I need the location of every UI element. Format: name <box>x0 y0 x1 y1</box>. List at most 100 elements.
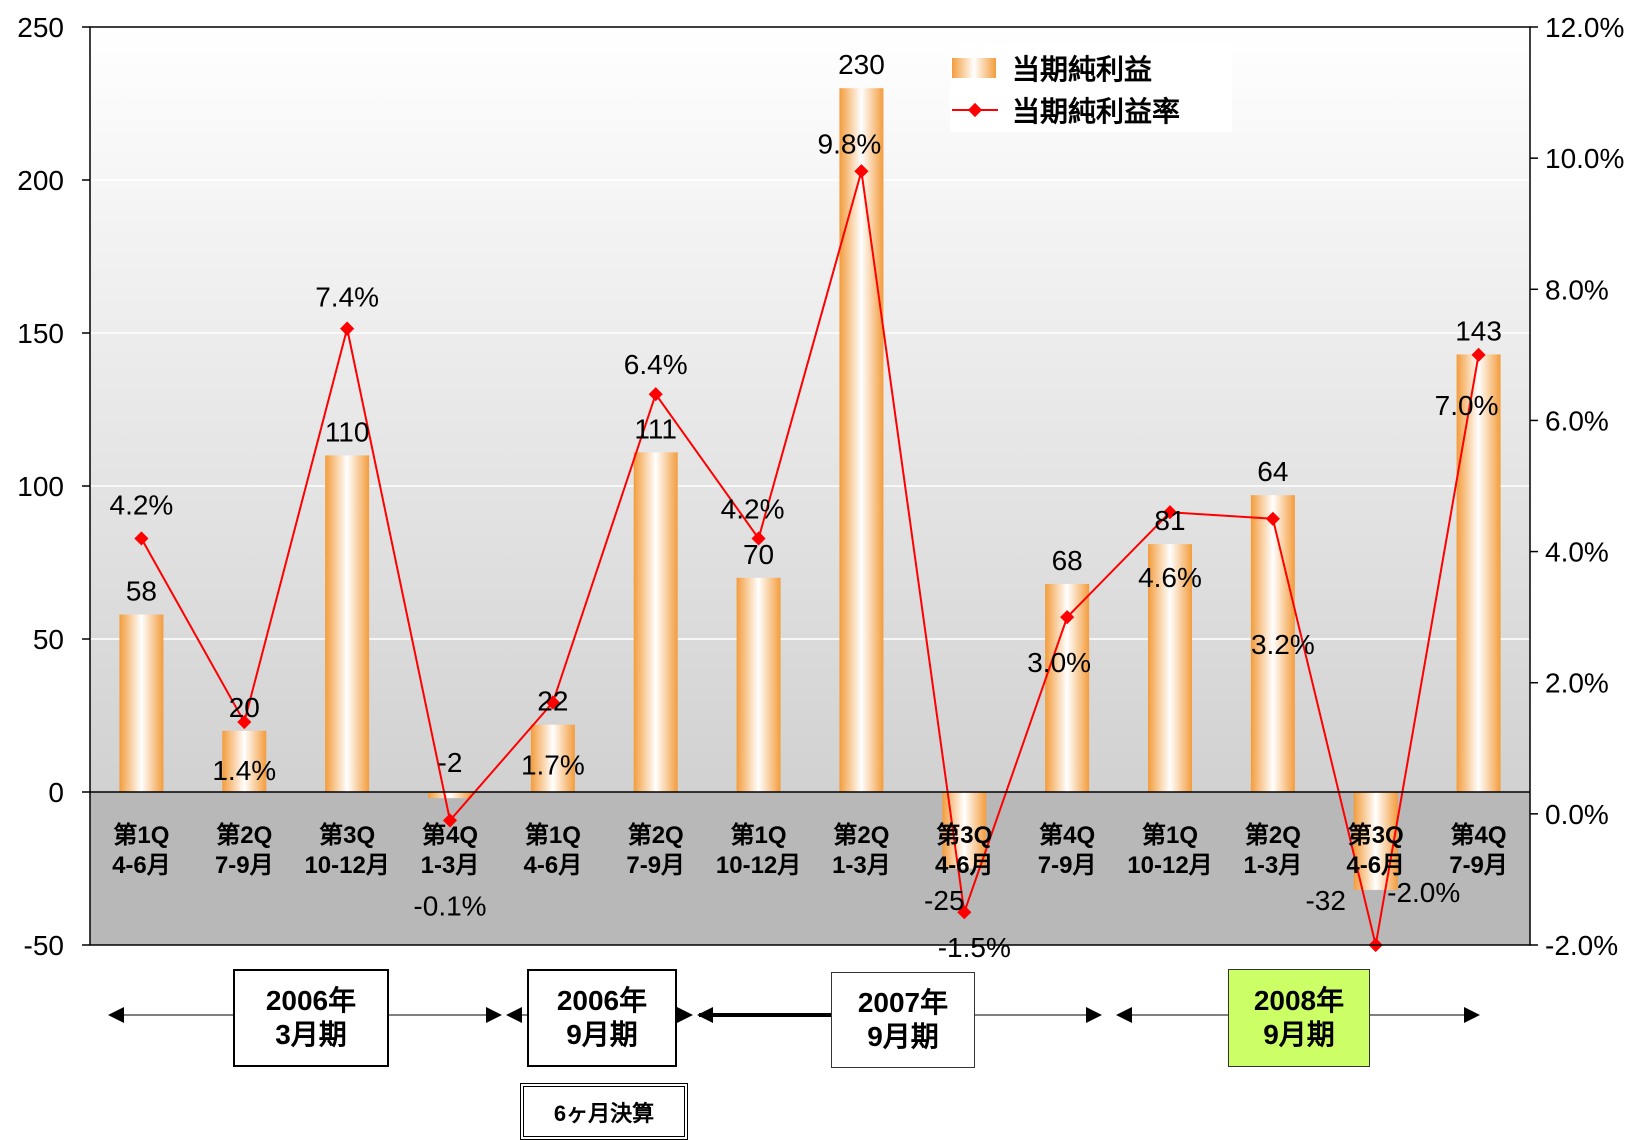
bar-value-label: 81 <box>1154 505 1185 536</box>
category-month-label: 10-12月 <box>304 852 389 879</box>
category-quarter-label: 第3Q <box>1348 821 1404 849</box>
right-axis-tick-label: 8.0% <box>1545 274 1609 305</box>
bar <box>530 724 575 792</box>
rate-marker <box>237 714 252 730</box>
rate-value-label: 4.2% <box>110 489 174 520</box>
left-axis-tick-label: -50 <box>24 930 64 961</box>
legend-item-bar: 当期純利益 <box>950 48 1152 88</box>
left-axis-tick-label: 50 <box>33 624 64 655</box>
rate-value-label: -2.0% <box>1387 877 1460 908</box>
rate-marker <box>751 531 766 546</box>
period-arrows <box>108 1007 1480 1023</box>
category-quarter-label: 第2Q <box>1245 821 1301 849</box>
category-quarter-label: 第3Q <box>319 821 375 849</box>
rate-marker <box>1471 347 1486 362</box>
category-quarter-label: 第1Q <box>525 821 581 849</box>
rate-marker <box>442 813 458 828</box>
rate-value-label: 6.4% <box>624 349 688 380</box>
period-year: 2006年 <box>556 985 648 1016</box>
arrow-head-right <box>486 1007 502 1023</box>
category-month-label: 1-3月 <box>421 852 480 879</box>
category-quarter-label: 第2Q <box>833 821 889 849</box>
category-month-label: 4-6月 <box>112 852 171 879</box>
category-month-label: 10-12月 <box>1127 852 1212 879</box>
left-axis-tick-label: 250 <box>17 12 64 43</box>
period-term: 3月期 <box>275 1019 347 1050</box>
bar <box>428 792 472 799</box>
bar-value-label: 110 <box>325 416 370 447</box>
legend-bar-swatch <box>952 58 996 78</box>
bar <box>1456 354 1501 792</box>
category-month-label: 7-9月 <box>215 852 274 879</box>
rate-value-label: 7.4% <box>315 282 379 313</box>
right-axis-tick-label: 2.0% <box>1545 668 1609 699</box>
left-axis-tick-label: 150 <box>17 318 64 349</box>
period-box-2006-9: 2006年 9月期 <box>527 969 677 1067</box>
bar-value-label: 230 <box>838 49 885 80</box>
arrow-head-right <box>677 1007 693 1023</box>
period-year: 2008年 <box>1253 985 1345 1016</box>
bar-value-label: 64 <box>1257 456 1288 487</box>
bar <box>633 452 678 792</box>
arrow-head-right <box>1464 1007 1480 1023</box>
rate-marker <box>545 695 560 710</box>
category-quarter-label: 第4Q <box>1451 821 1507 849</box>
right-axis-tick-label: 12.0% <box>1545 12 1624 43</box>
legend-line-swatch <box>952 102 998 118</box>
category-quarter-label: 第1Q <box>1142 821 1198 849</box>
category-quarter-label: 第2Q <box>628 821 684 849</box>
right-axis-tick-label: 10.0% <box>1545 143 1624 174</box>
rate-marker <box>957 905 972 920</box>
bar-value-label: 111 <box>634 413 677 444</box>
category-month-label: 1-3月 <box>832 852 891 879</box>
category-quarter-label: 第3Q <box>936 821 992 849</box>
arrow-head-left <box>1116 1007 1132 1023</box>
rate-marker <box>648 387 663 402</box>
bar-value-label: 20 <box>229 692 260 723</box>
rate-value-label: -0.1% <box>413 890 486 921</box>
bar-series <box>119 88 1501 890</box>
bar <box>325 455 370 792</box>
bar-value-label: 70 <box>743 539 774 570</box>
negative-zone <box>90 792 1530 945</box>
bar-value-label: 58 <box>126 576 157 607</box>
bar <box>119 614 164 792</box>
legend-label-line: 当期純利益率 <box>1012 96 1181 127</box>
category-month-label: 4-6月 <box>935 852 994 879</box>
category-quarter-label: 第4Q <box>422 821 478 849</box>
bar <box>1250 495 1295 792</box>
rate-line <box>140 170 1480 946</box>
rate-value-label: 9.8% <box>818 128 882 159</box>
rate-value-label: 7.0% <box>1435 390 1499 421</box>
category-quarter-label: 第4Q <box>1039 821 1095 849</box>
bar-value-label: -2 <box>438 747 463 778</box>
bar-value-label: 68 <box>1052 545 1083 576</box>
period-term: 9月期 <box>1263 1019 1335 1050</box>
rate-value-label: 3.0% <box>1027 647 1091 678</box>
arrow-head-left <box>506 1007 522 1023</box>
bar-value-label: -25 <box>924 885 964 916</box>
left-axis-tick-label: 100 <box>17 471 64 502</box>
period-box-2006-3: 2006年 3月期 <box>233 969 389 1067</box>
bar-value-label: 22 <box>537 686 568 717</box>
rate-value-label: 4.6% <box>1138 562 1202 593</box>
half-year-settlement-note: 6ヶ月決算 <box>520 1083 688 1140</box>
axes: -50 0 50 100 150 200 250 -2.0% 0.0% 2.0% 4.0% 6.0% 8… <box>17 12 1624 961</box>
category-month-label: 4-6月 <box>524 852 583 879</box>
bar <box>222 730 267 792</box>
rate-value-label: 1.7% <box>521 749 585 780</box>
rate-value-label: 1.4% <box>212 755 276 786</box>
rate-marker <box>134 531 149 546</box>
bar <box>1148 544 1192 792</box>
category-month-label: 7-9月 <box>1038 852 1097 879</box>
category-quarter-label: 第2Q <box>216 821 272 849</box>
period-term: 9月期 <box>867 1021 939 1052</box>
left-axis-tick-label: 0 <box>48 777 64 808</box>
rate-marker <box>1060 610 1075 625</box>
rate-value-label: -1.5% <box>938 932 1011 963</box>
bar <box>736 577 781 792</box>
rate-marker <box>1265 511 1280 526</box>
period-box-2007-9: 2007年 9月期 <box>831 972 975 1068</box>
legend: 当期純利益 当期純利益率 <box>950 44 1232 132</box>
rate-marker <box>854 164 869 179</box>
